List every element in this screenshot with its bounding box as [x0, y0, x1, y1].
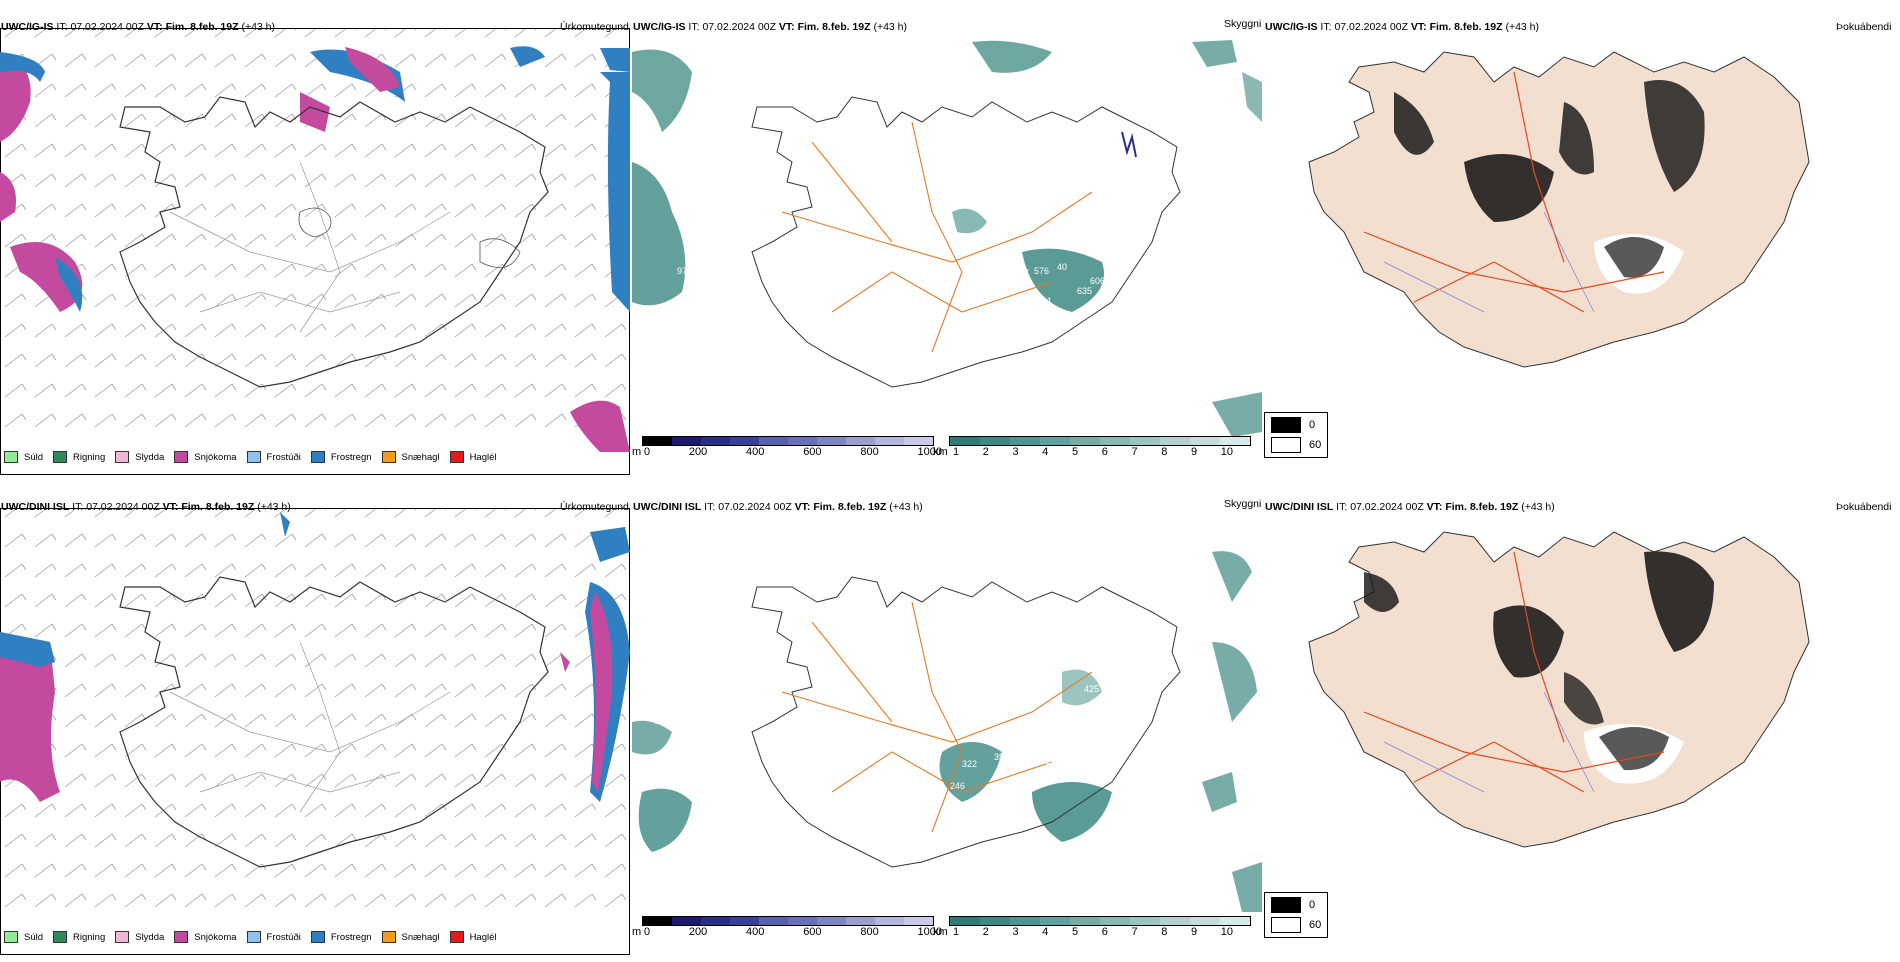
fog-panel-bottom: UWC/DINI ISL IT: 07.02.2024 00Z VT: Fim.…	[1264, 492, 1894, 962]
vis-label: 355	[994, 752, 1009, 762]
legend-swatch	[115, 931, 130, 943]
vis-label: 167	[1014, 268, 1029, 278]
scale-km-ticks: 1 2 3 4 5 6 7 8 9 10	[953, 446, 1233, 458]
visibility-map: 649 975 167 576 40 691 635 606	[632, 40, 1262, 437]
legend-item: Slydda	[115, 931, 164, 943]
vis-label: 39	[1000, 740, 1010, 750]
legend-swatch	[449, 451, 464, 463]
vis-label: 20	[1046, 756, 1056, 766]
legend-swatch	[246, 931, 261, 943]
scale-m-unit: m	[632, 926, 642, 938]
vis-label: 975	[677, 266, 692, 276]
visibility-map: 080 322 355 39 246 20 425	[632, 551, 1262, 912]
vis-label: 691	[1037, 296, 1052, 306]
visibility-panel-bottom: UWC/DINI ISL IT: 07.02.2024 00Z VT: Fim.…	[632, 492, 1262, 962]
legend-item: Rigning	[53, 451, 105, 463]
legend-item: Snæhagl	[381, 931, 440, 943]
scale-m-unit: m	[632, 446, 642, 458]
precip-type-panel-top: UWC/IG-IS IT: 07.02.2024 00Z VT: Fim. 8.…	[0, 12, 630, 482]
fog-legend-item: 0	[1271, 897, 1321, 913]
scale-m-ticks: 0 200 400 600 800 1000	[644, 446, 942, 458]
vis-label: 635	[1077, 286, 1092, 296]
vis-label: 40	[1057, 262, 1067, 272]
legend-item: Frostregn	[310, 451, 372, 463]
legend-swatch	[449, 931, 464, 943]
panel-title: UWC/IG-IS IT: 07.02.2024 00Z VT: Fim. 8.…	[1265, 21, 1540, 33]
vis-label: 425	[1084, 684, 1099, 694]
legend-swatch	[246, 451, 261, 463]
scale-km-unit: km	[933, 446, 948, 458]
scale-km-ticks: 1 2 3 4 5 6 7 8 9 10	[953, 926, 1233, 938]
vis-label: 606	[1090, 276, 1105, 286]
legend-swatch	[53, 451, 68, 463]
precip-type-map	[0, 29, 630, 452]
legend-item: Frostúði	[246, 931, 301, 943]
scale-m-ticks: 0 200 400 600 800 1000	[644, 926, 942, 938]
panel-field-label: Þokuábendi	[1836, 501, 1892, 513]
scale-m-bar	[642, 916, 934, 926]
scale-km-bar	[949, 436, 1251, 446]
legend-swatch	[310, 451, 325, 463]
legend-item: Frostúði	[246, 451, 301, 463]
legend-item: Rigning	[53, 931, 105, 943]
legend-swatch	[381, 931, 396, 943]
legend-item: Slydda	[115, 451, 164, 463]
legend-swatch	[381, 451, 396, 463]
legend-swatch	[4, 931, 18, 943]
legend-item: Snæhagl	[381, 451, 440, 463]
scale-m: m 0 200 400 600 800 1000	[632, 916, 942, 946]
panel-title: UWC/IG-IS IT: 07.02.2024 00Z VT: Fim. 8.…	[633, 21, 908, 33]
precip-legend: Súld Rigning Slydda Snjókoma Frostúði Fr…	[4, 446, 497, 468]
scale-m: m 0 200 400 600 800 1000	[632, 436, 942, 466]
legend-swatch	[310, 931, 325, 943]
legend-item: Frostregn	[310, 931, 372, 943]
vis-label: 080	[654, 716, 669, 726]
scale-km: km 1 2 3 4 5 6 7 8 9 10	[933, 916, 1257, 946]
panel-title: UWC/DINI ISL IT: 07.02.2024 00Z VT: Fim.…	[633, 501, 923, 513]
scale-m-bar	[642, 436, 934, 446]
legend-swatch	[174, 451, 189, 463]
legend-swatch	[115, 451, 130, 463]
fog-map	[1308, 51, 1810, 368]
vis-label: 576	[1034, 266, 1049, 276]
precip-type-panel-bottom: UWC/DINI ISL IT: 07.02.2024 00Z VT: Fim.…	[0, 492, 630, 962]
legend-item: Súld	[4, 451, 43, 463]
fog-legend: 0 60	[1264, 412, 1329, 458]
legend-swatch	[4, 451, 18, 463]
scale-km: km 1 2 3 4 5 6 7 8 9 10	[933, 436, 1257, 466]
vis-label: 649	[702, 242, 717, 252]
legend-item: Súld	[4, 931, 43, 943]
vis-label: 322	[962, 759, 977, 769]
precip-legend: Súld Rigning Slydda Snjókoma Frostúði Fr…	[4, 926, 497, 948]
legend-item: Haglél	[449, 451, 497, 463]
precip-type-map	[0, 509, 630, 919]
legend-item: Haglél	[449, 931, 497, 943]
scale-km-bar	[949, 916, 1251, 926]
fog-legend-item: 0	[1271, 417, 1321, 433]
fog-panel-top: UWC/IG-IS IT: 07.02.2024 00Z VT: Fim. 8.…	[1264, 12, 1894, 482]
panel-title: UWC/DINI ISL IT: 07.02.2024 00Z VT: Fim.…	[1265, 501, 1555, 513]
panel-field-label: Skyggni	[1224, 18, 1262, 30]
fog-map	[1308, 531, 1810, 848]
visibility-panel-top: UWC/IG-IS IT: 07.02.2024 00Z VT: Fim. 8.…	[632, 12, 1262, 482]
legend-item: Snjókoma	[174, 931, 237, 943]
fog-legend-item: 60	[1271, 437, 1321, 453]
vis-label: 246	[950, 781, 965, 791]
panel-field-label: Skyggni	[1224, 498, 1262, 510]
fog-legend: 0 60	[1264, 892, 1329, 938]
scale-km-unit: km	[933, 926, 948, 938]
panel-field-label: Þokuábendi	[1836, 21, 1892, 33]
legend-swatch	[53, 931, 68, 943]
legend-swatch	[174, 931, 189, 943]
legend-item: Snjókoma	[174, 451, 237, 463]
fog-legend-item: 60	[1271, 917, 1321, 933]
